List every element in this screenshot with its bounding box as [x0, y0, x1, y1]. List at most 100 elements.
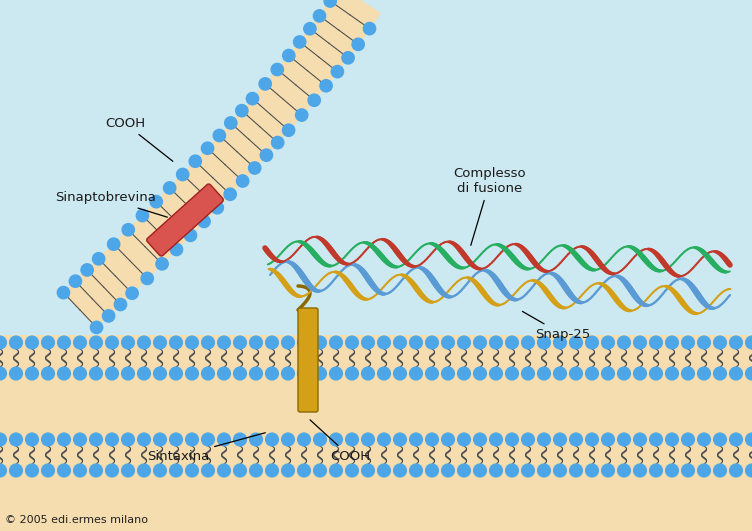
Circle shape: [89, 336, 102, 349]
Circle shape: [0, 367, 6, 380]
Circle shape: [362, 433, 374, 446]
Circle shape: [729, 464, 742, 477]
Circle shape: [666, 367, 678, 380]
Circle shape: [41, 464, 54, 477]
Bar: [0, 335, 752, 381]
Text: © 2005 edi.ermes milano: © 2005 edi.ermes milano: [5, 515, 148, 525]
Circle shape: [329, 433, 342, 446]
Circle shape: [308, 94, 320, 106]
Circle shape: [650, 367, 663, 380]
Circle shape: [314, 336, 326, 349]
Circle shape: [26, 367, 38, 380]
Circle shape: [202, 336, 214, 349]
Circle shape: [458, 433, 470, 446]
Circle shape: [650, 433, 663, 446]
Circle shape: [0, 464, 6, 477]
Circle shape: [250, 336, 262, 349]
Circle shape: [126, 287, 138, 299]
Circle shape: [41, 367, 54, 380]
Circle shape: [153, 336, 166, 349]
Circle shape: [138, 336, 150, 349]
Circle shape: [362, 336, 374, 349]
Circle shape: [729, 367, 742, 380]
Polygon shape: [63, 0, 380, 328]
Circle shape: [105, 433, 118, 446]
Circle shape: [474, 433, 487, 446]
Circle shape: [234, 464, 247, 477]
Circle shape: [698, 336, 711, 349]
Circle shape: [681, 433, 694, 446]
Circle shape: [329, 367, 342, 380]
Circle shape: [74, 367, 86, 380]
Circle shape: [441, 464, 454, 477]
Circle shape: [224, 188, 236, 200]
Circle shape: [283, 124, 295, 136]
Circle shape: [92, 253, 105, 265]
Text: COOH: COOH: [310, 420, 370, 463]
Circle shape: [217, 336, 230, 349]
Circle shape: [490, 464, 502, 477]
Circle shape: [729, 336, 742, 349]
Circle shape: [122, 224, 135, 236]
Circle shape: [681, 336, 694, 349]
Circle shape: [714, 367, 726, 380]
Circle shape: [505, 336, 518, 349]
Circle shape: [362, 367, 374, 380]
Circle shape: [58, 464, 71, 477]
Circle shape: [26, 464, 38, 477]
Circle shape: [122, 433, 135, 446]
Text: Snap-25: Snap-25: [523, 311, 590, 341]
Circle shape: [170, 464, 183, 477]
Circle shape: [271, 136, 284, 149]
Circle shape: [410, 433, 423, 446]
Circle shape: [746, 433, 752, 446]
Circle shape: [553, 464, 566, 477]
Circle shape: [81, 264, 93, 276]
Circle shape: [136, 209, 149, 222]
Circle shape: [202, 367, 214, 380]
Circle shape: [138, 367, 150, 380]
Circle shape: [410, 336, 423, 349]
Circle shape: [102, 310, 115, 322]
Circle shape: [265, 336, 278, 349]
Circle shape: [586, 464, 599, 477]
Circle shape: [122, 464, 135, 477]
Circle shape: [260, 149, 272, 161]
Circle shape: [362, 464, 374, 477]
Circle shape: [249, 162, 261, 174]
Circle shape: [41, 433, 54, 446]
Circle shape: [441, 367, 454, 380]
Circle shape: [346, 433, 359, 446]
Circle shape: [138, 433, 150, 446]
Circle shape: [426, 464, 438, 477]
Circle shape: [490, 367, 502, 380]
Circle shape: [569, 433, 582, 446]
Circle shape: [650, 336, 663, 349]
Circle shape: [729, 433, 742, 446]
Circle shape: [250, 367, 262, 380]
Circle shape: [282, 433, 294, 446]
Circle shape: [170, 243, 183, 255]
Circle shape: [177, 168, 189, 181]
Circle shape: [69, 275, 81, 287]
Circle shape: [235, 105, 248, 117]
Circle shape: [247, 92, 259, 105]
Circle shape: [378, 433, 390, 446]
Circle shape: [74, 336, 86, 349]
Text: COOH: COOH: [105, 117, 173, 161]
Circle shape: [426, 336, 438, 349]
Circle shape: [186, 367, 199, 380]
Text: Sinaptobrevina: Sinaptobrevina: [55, 192, 168, 217]
Circle shape: [342, 52, 354, 64]
Circle shape: [698, 464, 711, 477]
Circle shape: [265, 433, 278, 446]
Circle shape: [217, 433, 230, 446]
Circle shape: [553, 367, 566, 380]
Circle shape: [202, 433, 214, 446]
Circle shape: [553, 433, 566, 446]
Circle shape: [10, 336, 23, 349]
Circle shape: [666, 433, 678, 446]
Circle shape: [474, 464, 487, 477]
Circle shape: [586, 367, 599, 380]
Circle shape: [89, 433, 102, 446]
